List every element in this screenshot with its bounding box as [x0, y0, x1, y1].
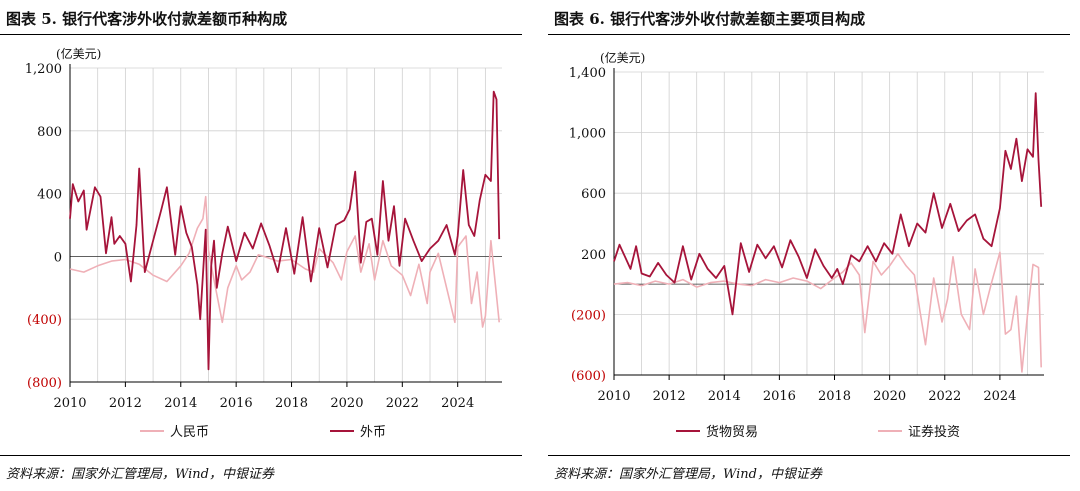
title-rule — [0, 34, 522, 35]
y-tick-label: (400) — [27, 313, 62, 328]
currency-composition-chart: (800) (400) 0 400 800 1,200(亿美元) 2010 2012 2014 2… — [25, 46, 502, 440]
x-tick-label: 2012 — [653, 389, 686, 404]
y-tick-label: 400 — [37, 188, 62, 203]
source-note: 资料来源：国家外汇管理局，Wind，中银证券 — [6, 467, 274, 482]
source-rule — [548, 455, 1070, 456]
x-tick-label: 2022 — [928, 389, 961, 404]
y-tick-label: 600 — [581, 187, 606, 202]
source-note: 资料来源：国家外汇管理局，Wind，中银证券 — [554, 467, 822, 482]
y-tick-label: 1,400 — [569, 66, 606, 81]
x-tick-label: 2016 — [220, 396, 253, 411]
x-tick-label: 2018 — [275, 396, 308, 411]
y-tick-label: 1,200 — [25, 62, 62, 77]
legend-label: 货物贸易 — [706, 424, 758, 440]
x-tick-label: 2016 — [763, 389, 796, 404]
x-tick-label: 2010 — [53, 396, 86, 411]
item-composition-chart: (600) (200) 200 600 1,000 1,400(亿美元) 2010 2012 2… — [569, 50, 1044, 440]
title-rule — [548, 34, 1070, 35]
series-line-证券投资 — [613, 251, 1042, 373]
legend-label: 证券投资 — [908, 424, 960, 440]
chart-title: 图表 5. 银行代客涉外收付款差额币种构成 — [6, 10, 288, 28]
x-tick-label: 2024 — [983, 389, 1016, 404]
legend-label: 人民币 — [170, 425, 209, 440]
y-axis-unit: (亿美元) — [600, 50, 645, 65]
series-line-货物贸易 — [613, 92, 1043, 316]
legend-label: 外币 — [360, 425, 386, 440]
series-line-外币 — [69, 90, 501, 371]
chart-title: 图表 6. 银行代客涉外收付款差额主要项目构成 — [554, 10, 866, 28]
series-line-人民币 — [69, 195, 500, 328]
y-tick-label: (600) — [571, 369, 606, 384]
x-tick-label: 2024 — [441, 396, 474, 411]
x-tick-label: 2012 — [109, 396, 142, 411]
y-tick-label: 1,000 — [569, 127, 606, 142]
panel-currency-composition: 图表 5. 银行代客涉外收付款差额币种构成 (800) (400) 0 400 800 1… — [0, 0, 530, 491]
x-tick-label: 2020 — [330, 396, 363, 411]
x-tick-label: 2010 — [597, 389, 630, 404]
y-axis-unit: (亿美元) — [56, 46, 101, 61]
y-tick-label: (200) — [571, 308, 606, 323]
y-tick-label: 0 — [54, 250, 62, 265]
x-tick-label: 2018 — [818, 389, 851, 404]
y-tick-label: 200 — [581, 248, 606, 263]
source-rule — [0, 455, 522, 456]
x-tick-label: 2014 — [164, 396, 197, 411]
y-tick-label: 800 — [37, 125, 62, 140]
x-tick-label: 2020 — [873, 389, 906, 404]
panel-item-composition: 图表 6. 银行代客涉外收付款差额主要项目构成 (600) (200) 200 600… — [548, 0, 1078, 491]
y-tick-label: (800) — [27, 376, 62, 391]
x-tick-label: 2022 — [386, 396, 419, 411]
x-tick-label: 2014 — [708, 389, 741, 404]
